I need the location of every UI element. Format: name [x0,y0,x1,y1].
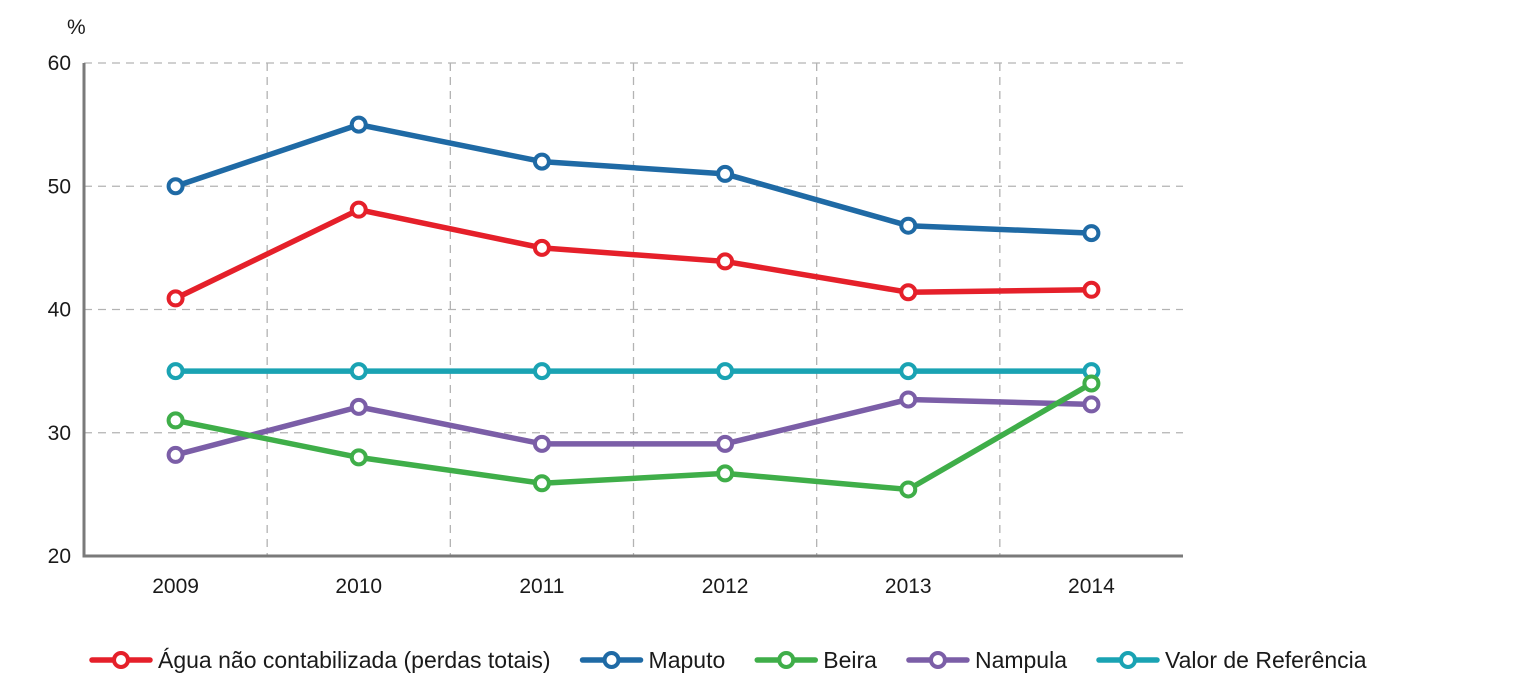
data-point [166,445,185,464]
y-tick-labels: 20 30 40 50 60 [48,52,71,568]
data-point [349,448,368,467]
data-point [349,397,368,416]
data-point [349,115,368,134]
data-point [899,216,918,235]
legend: Água não contabilizada (perdas totais) Ma… [89,647,1367,673]
legend-label: Beira [823,647,877,673]
legend-label: Água não contabilizada (perdas totais) [158,647,551,673]
data-point [716,434,735,453]
data-point [1082,224,1101,243]
y-tick-label: 50 [48,175,71,198]
data-point [899,390,918,409]
series-line [172,121,1095,236]
data-point [349,200,368,219]
x-tick-label: 2011 [519,575,564,598]
x-tick-label: 2014 [1068,575,1115,598]
data-point [532,238,551,257]
x-tick-label: 2009 [152,575,199,598]
legend-swatch-marker [1119,651,1137,669]
series-line [172,396,1095,458]
legend-item: Água não contabilizada (perdas totais) [89,647,551,673]
x-tick-label: 2013 [885,575,932,598]
y-tick-label: 60 [48,52,71,75]
series-line [172,206,1095,302]
data-point [532,362,551,381]
series-nampula [166,390,1101,464]
x-tick-label: 2012 [702,575,749,598]
grid-lines [84,62,1183,556]
x-tick-labels: 2009 2010 2011 2012 2013 2014 [152,575,1115,598]
data-point [166,362,185,381]
legend-swatch-marker [777,651,796,669]
data-point [532,474,551,493]
y-tick-label: 40 [48,299,71,322]
data-point [716,362,735,381]
data-point [716,464,735,483]
legend-label: Nampula [975,647,1067,673]
series-beira [166,374,1101,499]
legend-label: Maputo [649,647,726,673]
series-valor-de-refer-ncia [166,362,1101,381]
series-lines [166,115,1101,499]
data-point [166,177,185,196]
data-point [716,164,735,183]
legend-item: Valor de Referência [1096,647,1367,673]
data-point [899,480,918,499]
data-point [1082,395,1101,414]
y-axis-unit-label: % [67,16,86,39]
y-tick-label: 20 [48,545,71,568]
data-point [166,289,185,308]
data-point [532,152,551,171]
data-point [1082,374,1101,393]
data-point [716,252,735,271]
series--gua-n-o-contabilizada-perdas-totais- [166,200,1101,308]
data-point [532,434,551,453]
legend-swatch-marker [928,651,947,669]
legend-swatch-marker [602,651,621,669]
data-point [349,362,368,381]
legend-item: Maputo [579,647,726,673]
legend-item: Nampula [906,647,1067,673]
data-point [1082,280,1101,299]
data-point [899,362,918,381]
data-point [899,283,918,302]
y-tick-label: 30 [48,422,71,445]
x-tick-label: 2010 [335,575,382,598]
legend-item: Beira [754,647,877,673]
axes [82,63,1183,558]
data-point [166,411,185,430]
legend-swatch-marker [112,651,130,669]
series-maputo [166,115,1101,243]
legend-label: Valor de Referência [1165,647,1367,673]
series-line [172,380,1095,493]
